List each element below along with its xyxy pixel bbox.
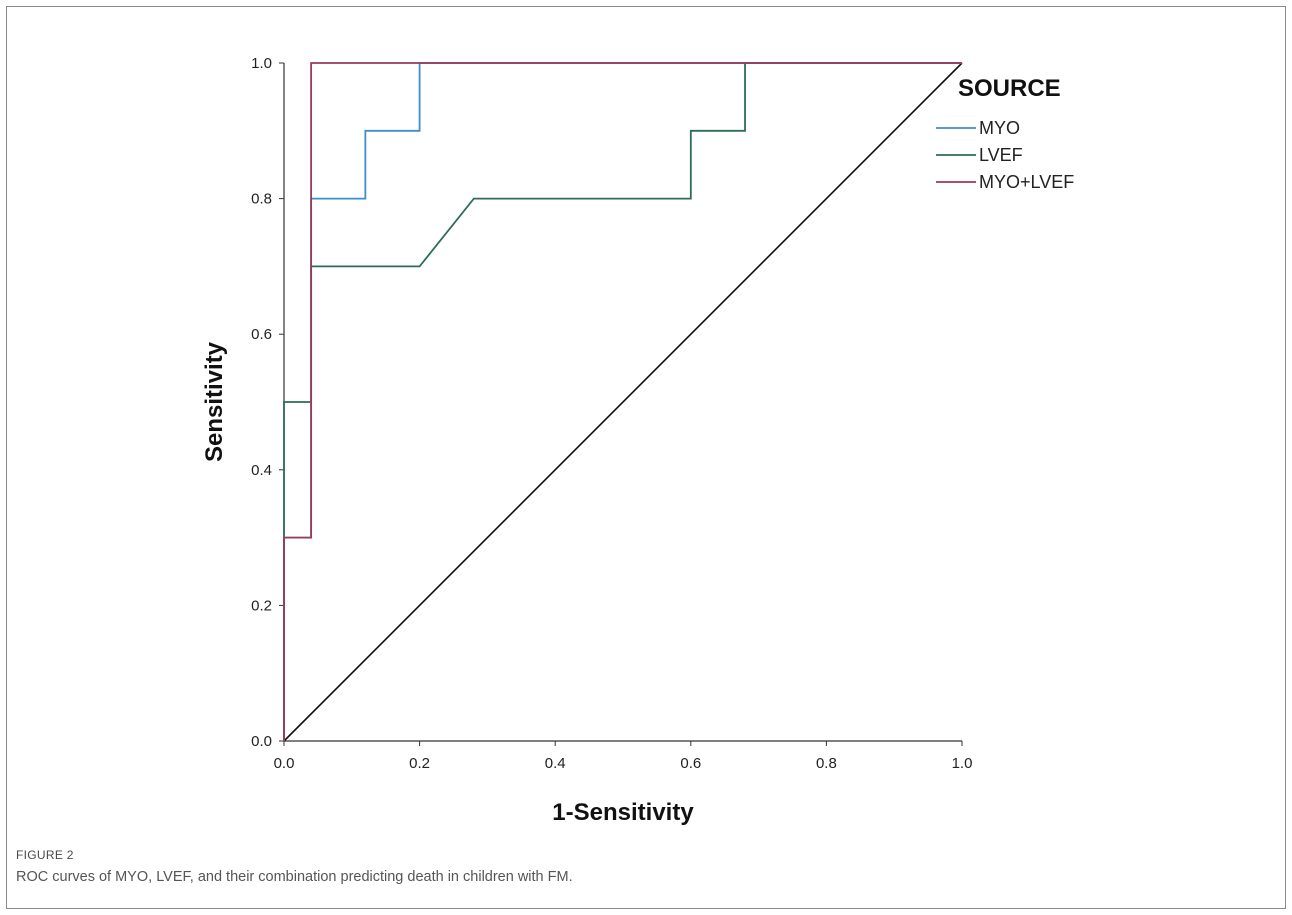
x-tick-label: 0.8 <box>816 755 837 772</box>
y-tick-label: 0.2 <box>251 597 272 614</box>
x-axis-title: 1-Sensitivity <box>552 799 694 826</box>
legend-label: MYO <box>979 118 1020 138</box>
figure-frame <box>6 6 1286 909</box>
x-tick-label: 0.4 <box>545 755 566 772</box>
legend-label: LVEF <box>979 145 1023 165</box>
y-tick-label: 0.8 <box>251 191 272 208</box>
legend-title: SOURCE <box>958 75 1061 102</box>
y-axis-title: Sensitivity <box>201 341 228 462</box>
series-line-lvef <box>283 62 962 741</box>
legend-label: MYO+LVEF <box>979 172 1074 192</box>
legend: SOURCE MYO LVEF MYO+LVEF <box>936 75 1074 192</box>
series-layer <box>283 62 963 742</box>
roc-chart: 0.0 0.2 0.4 0.6 0.8 1.0 0.0 0.2 0.4 0.6 0.8 1.0 1-Se… <box>201 55 1074 826</box>
x-tick-label: 1.0 <box>952 755 973 772</box>
y-tick-label: 1.0 <box>251 55 272 72</box>
y-tick-label: 0.0 <box>251 733 272 750</box>
y-tick-label: 0.6 <box>251 326 272 343</box>
reference-diagonal-line <box>283 62 963 742</box>
axes: 0.0 0.2 0.4 0.6 0.8 1.0 0.0 0.2 0.4 0.6 0.8 1.0 1-Se… <box>201 55 972 826</box>
figure-label: FIGURE 2 <box>16 848 74 862</box>
x-tick-label: 0.0 <box>274 755 295 772</box>
figure-caption: ROC curves of MYO, LVEF, and their combi… <box>16 869 573 885</box>
x-tick-label: 0.6 <box>680 755 701 772</box>
series-line-myo-lvef <box>283 62 962 741</box>
y-tick-label: 0.4 <box>251 462 272 479</box>
x-tick-label: 0.2 <box>409 755 430 772</box>
